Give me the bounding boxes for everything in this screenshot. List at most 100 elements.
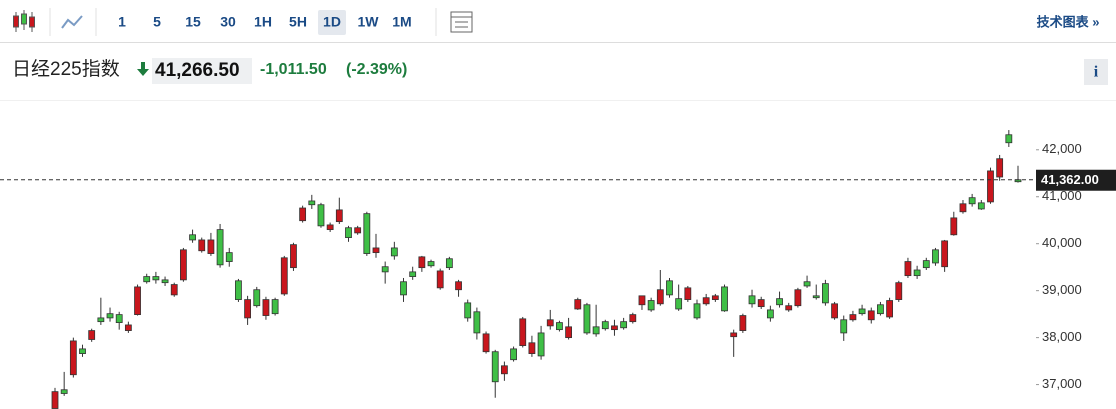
candle-body	[216, 229, 224, 266]
last-price-label: 41,362.00	[1041, 172, 1099, 187]
info-label[interactable]: i	[1094, 64, 1099, 81]
candle-body	[161, 279, 169, 284]
candle-body	[794, 289, 802, 307]
candle-body	[693, 303, 701, 319]
candle-body	[179, 249, 187, 281]
candle-body	[803, 281, 811, 287]
candle-body	[748, 295, 756, 305]
candle-body	[198, 239, 206, 252]
candle-body	[400, 281, 407, 296]
candle-body	[381, 266, 389, 273]
candle-body	[601, 321, 609, 330]
candle-body	[235, 280, 242, 300]
interval-button[interactable]: 15	[185, 14, 201, 30]
candle-body	[253, 289, 261, 307]
interval-button[interactable]: 1	[118, 14, 126, 30]
candle-body	[473, 311, 481, 334]
candle-body	[675, 298, 683, 310]
candle-body	[840, 319, 848, 334]
candle-body	[776, 298, 783, 306]
down-arrow	[137, 62, 149, 76]
candle-body	[427, 261, 435, 267]
candle-body	[152, 276, 160, 281]
line-icon[interactable]	[61, 15, 83, 29]
candle-body	[115, 314, 123, 323]
candle-body	[647, 300, 655, 311]
candle-icon[interactable]	[13, 10, 35, 32]
interval-button[interactable]: 1M	[392, 14, 411, 30]
y-tick-label: 42,000	[1042, 141, 1082, 156]
candle-body	[225, 252, 233, 262]
change-pct: (-2.39%)	[346, 61, 407, 78]
candle-body	[620, 321, 628, 329]
candle-body	[895, 282, 903, 300]
candle-body	[354, 227, 362, 234]
candle-body	[546, 319, 554, 327]
interval-button[interactable]: 1D	[323, 14, 341, 30]
plot: 37,000 38,000 39,000 40,000 41,000 42,000 41,3…	[0, 130, 1116, 409]
candle-body	[867, 310, 875, 321]
interval-button[interactable]: 30	[220, 14, 236, 30]
change: -1,011.50	[260, 61, 327, 78]
candle-body	[335, 209, 343, 223]
interval-button[interactable]: 5	[153, 14, 161, 30]
interval-button[interactable]: 1H	[254, 14, 272, 30]
interval-button[interactable]: 5H	[289, 14, 307, 30]
candle-body	[932, 249, 939, 264]
candle-body	[666, 280, 673, 296]
candle-body	[60, 389, 68, 394]
candle-body	[583, 304, 591, 334]
candle-body	[831, 303, 838, 319]
candle-body	[766, 309, 774, 319]
candle-body	[436, 270, 444, 289]
candle-body	[702, 297, 710, 305]
candle-body	[968, 197, 976, 205]
candle-body	[106, 313, 114, 319]
candle-body	[611, 325, 618, 331]
candle-body	[996, 158, 1004, 178]
intervals: 1 5 15 30 1H 5H 1D 1W 1M	[118, 10, 412, 35]
candle-body	[638, 295, 646, 306]
candle-body	[482, 333, 490, 353]
candle-body	[987, 170, 994, 203]
y-tick-label: 39,000	[1042, 282, 1082, 297]
candle-body	[299, 207, 307, 222]
candle-body	[97, 317, 105, 323]
y-tick-label: 38,000	[1042, 329, 1082, 344]
candle-body	[519, 318, 527, 347]
candle-body	[418, 256, 426, 269]
candle-body	[280, 257, 288, 295]
tech-chart-link[interactable]: 技术图表 »	[1037, 14, 1100, 29]
candle-body	[785, 305, 793, 311]
y-tick-label: 41,000	[1042, 188, 1082, 203]
candle-body	[372, 247, 380, 254]
candle-body	[977, 202, 985, 210]
candle-body	[556, 322, 563, 331]
interval-button[interactable]: 1W	[358, 14, 380, 30]
candle-body	[739, 315, 747, 331]
candle-body	[757, 299, 765, 308]
candle-body	[262, 299, 270, 316]
candle-body	[711, 295, 719, 300]
candle-body	[134, 286, 141, 316]
candle-body	[629, 314, 637, 323]
candle-body	[79, 348, 86, 354]
grid-icon[interactable]	[450, 11, 473, 33]
candle-body	[244, 299, 252, 319]
candle-body	[574, 299, 582, 310]
candle-body	[510, 348, 517, 361]
price: 41,266.50	[155, 60, 240, 81]
y-tick-label: 37,000	[1042, 376, 1082, 391]
candle-body	[656, 289, 664, 305]
candle-body	[721, 286, 728, 312]
candle-body	[922, 260, 930, 269]
candle-body	[290, 244, 297, 269]
candle-body	[565, 326, 572, 339]
candle-body	[189, 234, 196, 241]
info-button[interactable]	[1084, 59, 1108, 85]
candle-body	[207, 239, 215, 254]
candle-body	[537, 332, 545, 357]
candle-body	[317, 204, 325, 227]
candle-body	[913, 269, 921, 277]
